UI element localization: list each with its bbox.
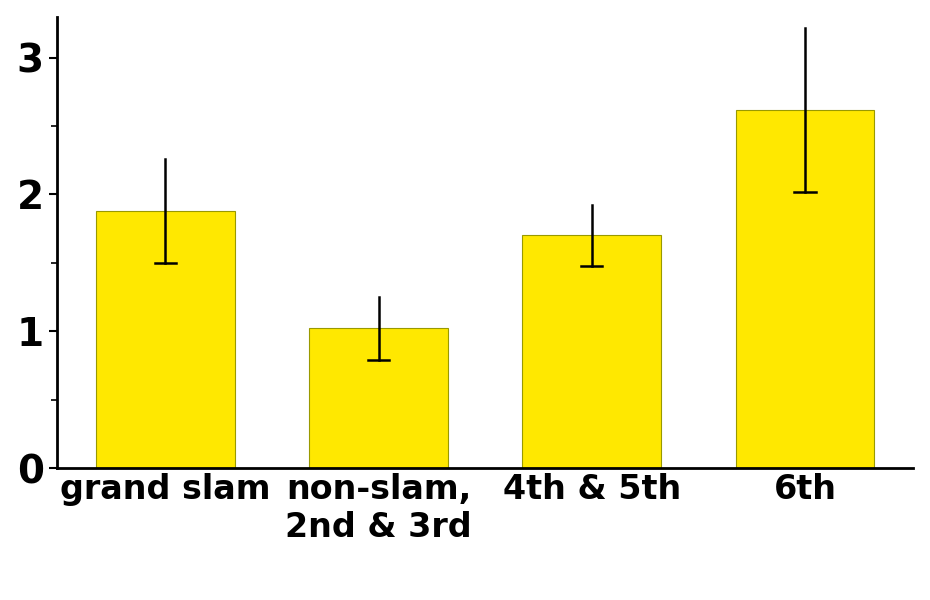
Bar: [96, 211, 234, 468]
Bar: [736, 110, 874, 468]
Bar: [523, 235, 661, 468]
Bar: [309, 328, 448, 468]
